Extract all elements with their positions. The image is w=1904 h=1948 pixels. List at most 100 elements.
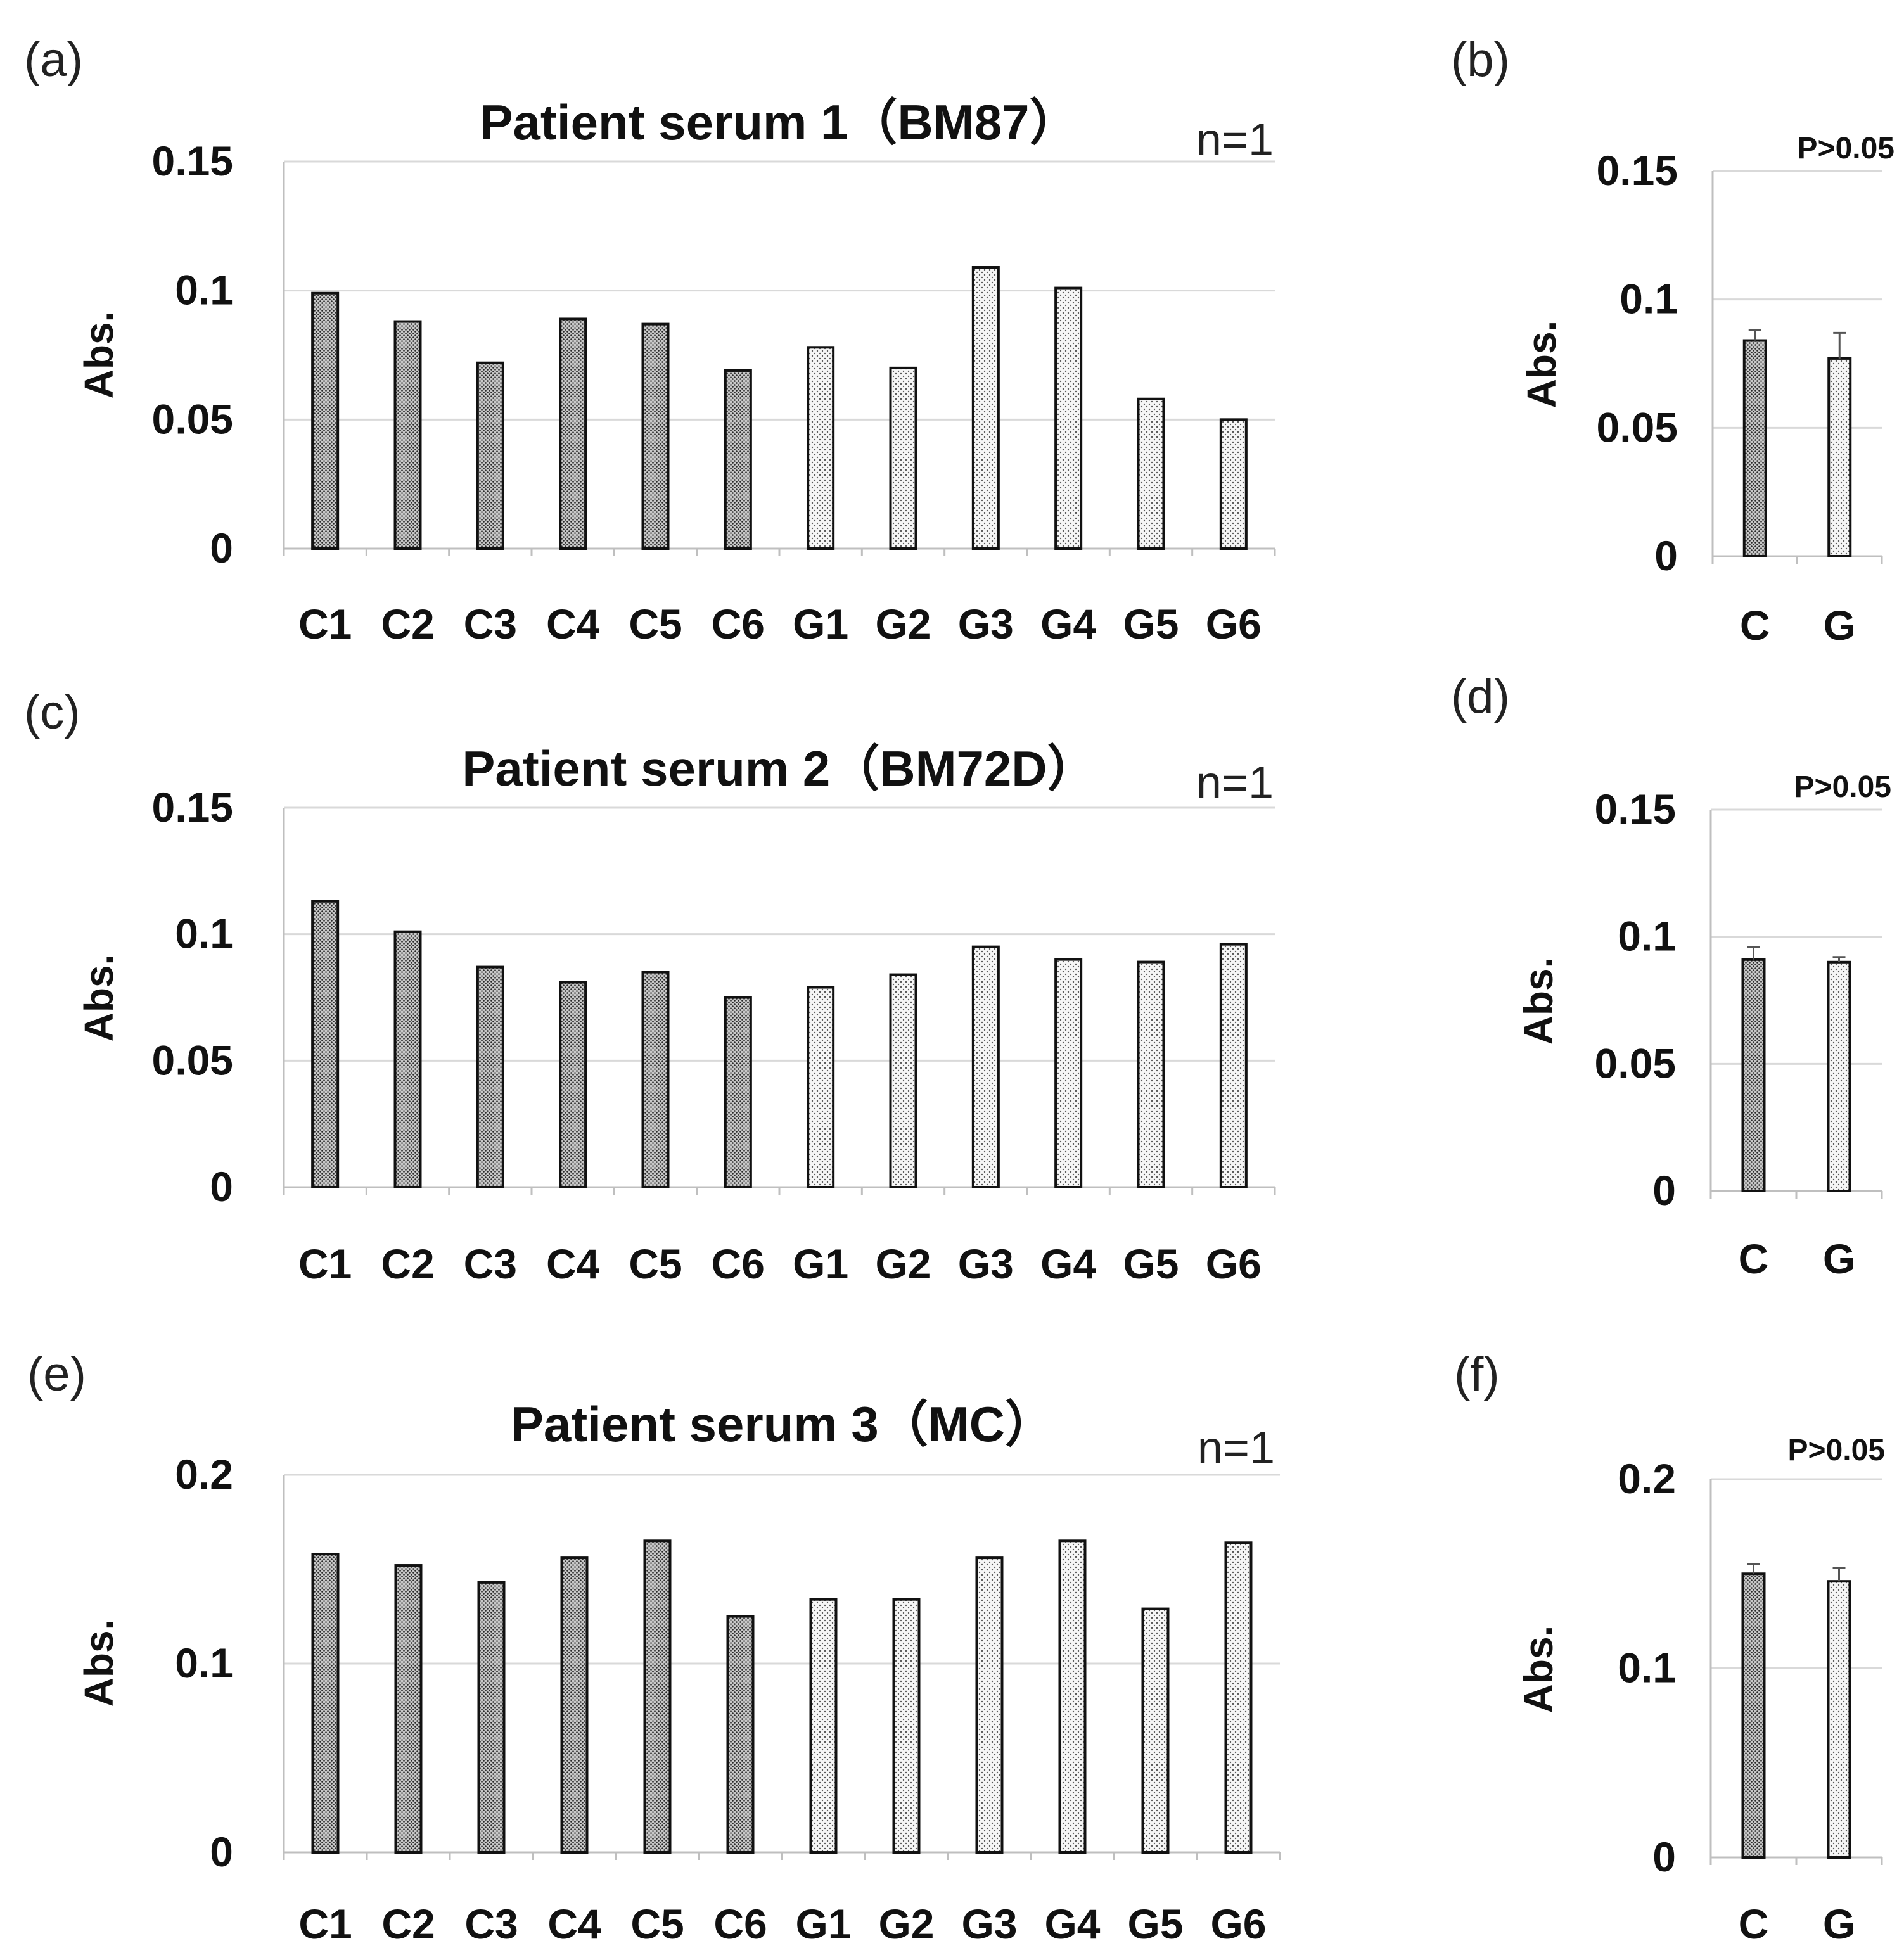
x-tick-label: G4 bbox=[1044, 1900, 1100, 1947]
bar-G4 bbox=[1054, 958, 1083, 1188]
bar-C1 bbox=[311, 1553, 340, 1854]
bar-C bbox=[1741, 958, 1766, 1192]
bar-C4 bbox=[559, 317, 587, 550]
bar-G3 bbox=[971, 266, 1000, 550]
x-tick-label: G3 bbox=[961, 1900, 1017, 1947]
bar-C4 bbox=[560, 1556, 589, 1854]
panel-label: (a) bbox=[24, 33, 83, 87]
y-tick-label: 0.1 bbox=[1618, 1645, 1676, 1691]
bar-G5 bbox=[1137, 960, 1165, 1189]
y-tick-label: 0.15 bbox=[1597, 147, 1678, 194]
panel-c: (c) Patient serum 2（BM72D） n=1 0 0.05 0.1 0.15… bbox=[24, 685, 1276, 1287]
y-tick-label: 0.15 bbox=[152, 784, 233, 831]
n-annotation: n=1 bbox=[1196, 758, 1274, 808]
x-tick-label: G5 bbox=[1127, 1900, 1183, 1947]
x-tick-label: C5 bbox=[629, 601, 682, 647]
x-tick-label: G3 bbox=[958, 601, 1014, 647]
bar-G1 bbox=[809, 1598, 838, 1854]
y-tick-label: 0.05 bbox=[1595, 1040, 1676, 1086]
y-tick-label: 0 bbox=[1652, 1167, 1676, 1214]
chart-title: Patient serum 1（BM87） bbox=[480, 94, 1079, 150]
x-tick-label: G2 bbox=[878, 1900, 934, 1947]
x-tick-label: G1 bbox=[795, 1900, 851, 1947]
x-tick-label: C bbox=[1739, 1900, 1769, 1947]
panel-label: (b) bbox=[1451, 33, 1510, 87]
x-tick-label: G2 bbox=[875, 601, 931, 647]
chart-title: Patient serum 2（BM72D） bbox=[462, 741, 1096, 796]
panel-a: (a) Patient serum 1（BM87） n=1 0 0.05 0.1 0.15 A… bbox=[24, 33, 1276, 647]
x-tick-label: C4 bbox=[546, 1240, 600, 1287]
panel-label: (e) bbox=[27, 1347, 86, 1401]
panel-d: (d) P>0.05 0 0.05 0.1 0.15 Abs. C G bbox=[1451, 670, 1891, 1282]
bar-G6 bbox=[1224, 1541, 1253, 1854]
y-tick-label: 0 bbox=[210, 1163, 233, 1210]
x-tick-label: C6 bbox=[712, 601, 765, 647]
bar-C5 bbox=[643, 1539, 672, 1854]
y-tick-label: 0 bbox=[210, 525, 233, 571]
bar-G5 bbox=[1137, 397, 1165, 550]
y-tick-label: 0.05 bbox=[1597, 404, 1678, 450]
y-axis-label: Abs. bbox=[1516, 957, 1561, 1045]
panel-label: (d) bbox=[1451, 670, 1510, 723]
x-tick-label: C bbox=[1740, 602, 1770, 649]
bar-G4 bbox=[1058, 1539, 1087, 1854]
bar-G bbox=[1827, 357, 1852, 557]
x-tick-label: C3 bbox=[464, 1240, 517, 1287]
bar-C5 bbox=[641, 971, 670, 1188]
bar-G1 bbox=[807, 346, 835, 551]
x-tick-label: G bbox=[1824, 602, 1856, 649]
bar-G5 bbox=[1141, 1607, 1170, 1854]
bar-G3 bbox=[971, 945, 1000, 1188]
p-value-annotation: P>0.05 bbox=[1788, 1434, 1885, 1467]
x-tick-label: G bbox=[1823, 1235, 1855, 1282]
x-tick-label: C2 bbox=[381, 1900, 435, 1947]
p-value-annotation: P>0.05 bbox=[1794, 770, 1891, 804]
y-axis-label: Abs. bbox=[1516, 1626, 1561, 1714]
x-tick-label: C5 bbox=[629, 1240, 682, 1287]
bar-C5 bbox=[641, 322, 670, 550]
x-tick-label: C6 bbox=[713, 1900, 767, 1947]
bar-G2 bbox=[892, 1598, 921, 1854]
n-annotation: n=1 bbox=[1198, 1423, 1275, 1474]
x-tick-label: C5 bbox=[630, 1900, 684, 1947]
y-axis-label: Abs. bbox=[76, 1619, 122, 1707]
y-axis-label: Abs. bbox=[76, 311, 122, 399]
bar-G2 bbox=[889, 973, 917, 1189]
panel-label: (f) bbox=[1454, 1347, 1500, 1401]
x-tick-label: G6 bbox=[1206, 1240, 1262, 1287]
x-tick-label: G1 bbox=[793, 1240, 848, 1287]
bar-G1 bbox=[807, 986, 835, 1188]
y-tick-label: 0.05 bbox=[152, 395, 233, 442]
bar-G2 bbox=[889, 366, 917, 550]
y-tick-label: 0.15 bbox=[1595, 786, 1676, 832]
panel-e: (e) Patient serum 3（MC） n=1 0 0.1 0.2 Abs. C1 C2… bbox=[27, 1347, 1281, 1947]
bar-C6 bbox=[724, 369, 752, 550]
x-tick-label: C6 bbox=[712, 1240, 765, 1287]
panel-b: (b) P>0.05 0 0.05 0.1 0.15 Abs. C G bbox=[1451, 33, 1894, 649]
y-tick-label: 0.1 bbox=[175, 267, 233, 314]
x-tick-label: C1 bbox=[298, 601, 352, 647]
n-annotation: n=1 bbox=[1196, 115, 1274, 165]
y-tick-label: 0.1 bbox=[1620, 276, 1678, 322]
y-tick-label: 0 bbox=[1652, 1833, 1676, 1880]
y-tick-label: 0.15 bbox=[152, 137, 233, 184]
x-tick-label: G1 bbox=[793, 601, 848, 647]
bar-C2 bbox=[393, 320, 422, 550]
y-tick-label: 0.1 bbox=[175, 1639, 233, 1686]
bar-C1 bbox=[311, 900, 340, 1188]
x-tick-label: C1 bbox=[298, 1900, 352, 1947]
y-tick-label: 0.2 bbox=[175, 1451, 233, 1498]
y-tick-label: 0 bbox=[1654, 532, 1678, 579]
bar-C4 bbox=[559, 981, 587, 1189]
panel-label: (c) bbox=[24, 685, 80, 739]
bar-C6 bbox=[726, 1615, 755, 1854]
y-tick-label: 0.2 bbox=[1618, 1455, 1676, 1502]
bar-G6 bbox=[1219, 418, 1248, 550]
x-tick-label: C2 bbox=[381, 601, 434, 647]
x-tick-label: C bbox=[1739, 1235, 1769, 1282]
x-tick-label: C4 bbox=[547, 1900, 601, 1947]
x-tick-label: C2 bbox=[381, 1240, 434, 1287]
y-tick-label: 0 bbox=[210, 1828, 233, 1875]
x-tick-label: C3 bbox=[464, 601, 517, 647]
